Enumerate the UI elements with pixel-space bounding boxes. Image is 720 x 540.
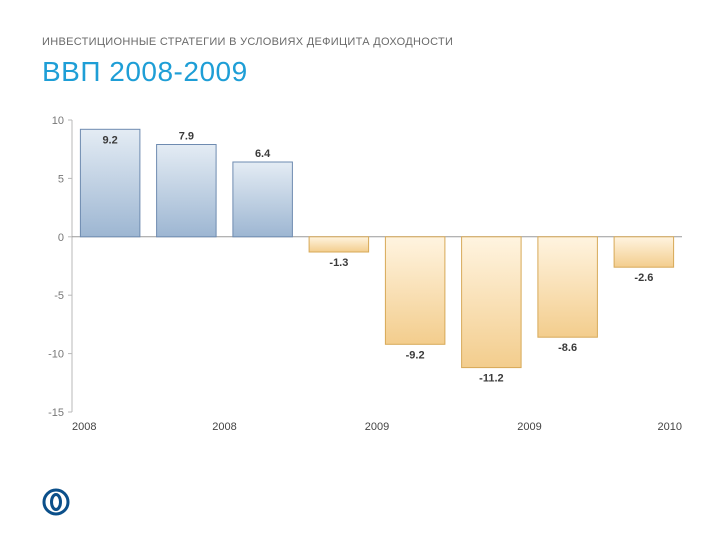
bar-value-label: 6.4 [255,148,271,160]
bar-value-label: -11.2 [479,373,503,385]
y-tick-label: 5 [58,173,64,185]
bar [385,237,445,344]
x-axis-label: 2010 [658,421,682,433]
title-rest: 2008-2009 [101,56,248,87]
y-tick-label: -15 [48,407,64,419]
bar-chart-svg: -15 -10 -5 0 5 10 9.2 7.9 6.4 -1.3 -9.2 -11.2 -8.6 -2… [42,112,682,452]
bar [614,237,674,267]
bar [233,162,293,237]
brand-logo-icon [42,488,70,516]
bar-value-label: 9.2 [102,134,117,146]
title-prefix: ВВП [42,56,101,87]
x-axis-label: 2009 [365,421,389,433]
slide: ИНВЕСТИЦИОННЫЕ СТРАТЕГИИ В УСЛОВИЯХ ДЕФИ… [0,0,720,540]
page-title: ВВП 2008-2009 [42,56,248,88]
x-axis-label: 2008 [212,421,236,433]
bar-value-label: -2.6 [634,272,653,284]
bar [157,145,217,237]
bar-value-label: 7.9 [179,131,194,143]
bar-value-label: -8.6 [558,342,577,354]
y-tick-label: 0 [58,232,64,244]
bar [309,237,369,252]
pretitle: ИНВЕСТИЦИОННЫЕ СТРАТЕГИИ В УСЛОВИЯХ ДЕФИ… [42,36,453,48]
x-axis-label: 2008 [72,421,96,433]
bar [538,237,598,337]
gdp-bar-chart: -15 -10 -5 0 5 10 9.2 7.9 6.4 -1.3 -9.2 -11.2 -8.6 -2… [42,112,682,452]
y-tick-label: 10 [52,115,64,127]
bar-value-label: -9.2 [406,349,425,361]
bar-value-label: -1.3 [329,257,348,269]
bar [462,237,521,368]
y-tick-label: -10 [48,349,64,361]
y-tick-label: -5 [54,290,64,302]
x-axis-label: 2009 [517,421,541,433]
